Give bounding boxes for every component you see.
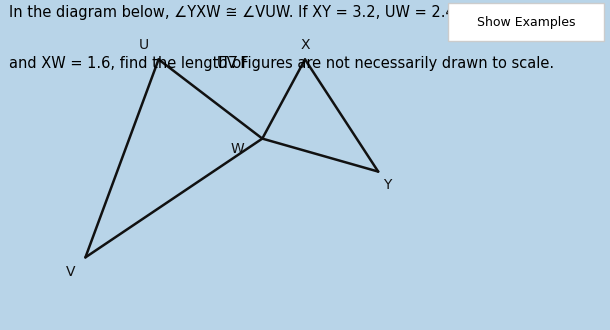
Text: Show Examples: Show Examples (477, 16, 575, 29)
Text: and XW = 1.6, find the length of: and XW = 1.6, find the length of (9, 56, 251, 71)
Text: U: U (138, 38, 148, 51)
Text: X: X (300, 38, 310, 51)
Text: U̅V̅: U̅V̅ (217, 56, 238, 71)
Text: V: V (65, 265, 75, 279)
Text: Y: Y (383, 178, 392, 192)
Text: . Figures are not necessarily drawn to scale.: . Figures are not necessarily drawn to s… (231, 56, 554, 71)
Text: W: W (231, 142, 245, 155)
FancyBboxPatch shape (448, 3, 604, 41)
Text: In the diagram below, ∠YXW ≅ ∠VUW. If XY = 3.2, UW = 2.4, WV = 4.2,: In the diagram below, ∠YXW ≅ ∠VUW. If XY… (9, 5, 538, 20)
